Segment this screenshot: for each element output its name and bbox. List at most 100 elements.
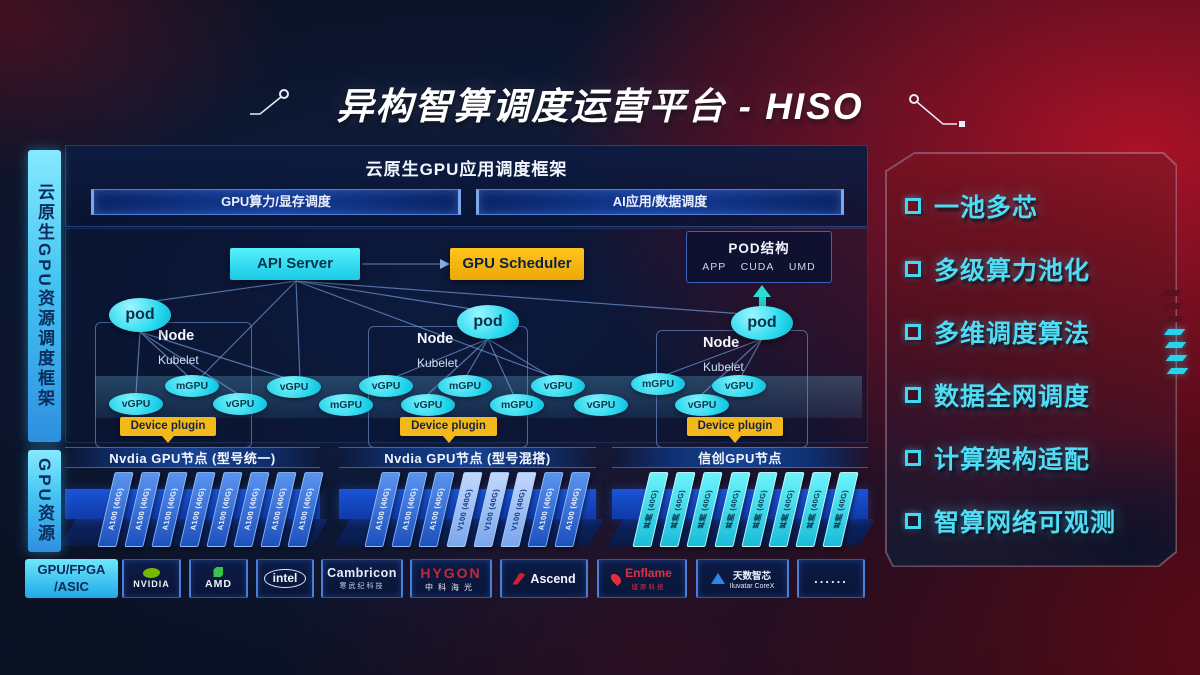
kubelet-label: Kubelet bbox=[158, 353, 199, 367]
vendor-tile-cambricon: Cambricon 寒武纪科技 bbox=[321, 559, 403, 598]
vendor-name: AMD bbox=[205, 578, 232, 590]
hash-decoration-icon bbox=[1164, 342, 1187, 348]
vendor-subname: 寒武纪科技 bbox=[339, 583, 385, 590]
feature-panel-background bbox=[886, 153, 1176, 566]
panel-header: 云原生GPU应用调度框架 bbox=[365, 160, 568, 179]
vendor-name: Enflame bbox=[625, 566, 672, 580]
api-server-box: API Server bbox=[230, 248, 360, 280]
enflame-logo-icon bbox=[609, 571, 624, 586]
feature-list: 一池多芯 多级算力池化 多维调度算法 数据全网调度 计算架构适配 智算网络可观测 bbox=[905, 188, 1161, 539]
mgpu-ellipse: mGPU bbox=[631, 373, 685, 395]
feature-item: 多维调度算法 bbox=[905, 314, 1161, 350]
feature-label: 一池多芯 bbox=[934, 194, 1039, 222]
title-right-circuit-icon bbox=[909, 94, 965, 127]
feature-label: 多级算力池化 bbox=[934, 257, 1091, 285]
vendor-tile-enflame: Enflame 燧原科技 bbox=[597, 559, 687, 598]
pod-structure-box: POD结构 APP CUDA UMD bbox=[686, 231, 832, 283]
mgpu-ellipse: mGPU bbox=[438, 375, 492, 397]
hash-decoration-icon bbox=[1163, 329, 1186, 335]
vendor-tile-iluvatar: 天数智芯 Iluvatar CoreX bbox=[696, 559, 789, 598]
vgpu-ellipse: vGPU bbox=[267, 376, 321, 398]
vendor-tile-intel: intel bbox=[256, 559, 314, 598]
vendor-tile-ascend: Ascend bbox=[500, 559, 588, 598]
hardware-category-line1: GPU/FPGA bbox=[37, 562, 106, 578]
gpu-compute-memory-scheduling-bar: GPU算力/显存调度 bbox=[91, 189, 461, 215]
vendor-name: Cambricon bbox=[327, 566, 397, 580]
kubelet-label: Kubelet bbox=[417, 356, 458, 370]
app-scheduling-panel: 云原生GPU应用调度框架 GPU算力/显存调度 AI应用/数据调度 bbox=[65, 145, 868, 227]
gpu-node-bar-nvidia-mixed: Nvdia GPU节点 (型号混搭) bbox=[339, 447, 596, 468]
title-left-circuit-icon bbox=[250, 89, 289, 115]
vgpu-ellipse: vGPU bbox=[359, 375, 413, 397]
hash-decoration-icon bbox=[1165, 355, 1188, 361]
feature-panel: 一池多芯 多级算力池化 多维调度算法 数据全网调度 计算架构适配 智算网络可观测 bbox=[885, 152, 1177, 567]
feature-item: 智算网络可观测 bbox=[905, 503, 1161, 539]
hash-decoration-icon bbox=[1160, 290, 1183, 296]
vendor-tile-hygon: HYGON 中科海光 bbox=[410, 559, 492, 598]
vendor-tile-more: ...... bbox=[797, 559, 865, 598]
hash-decoration-icon bbox=[1166, 368, 1189, 374]
square-bullet-icon bbox=[905, 261, 921, 277]
vgpu-ellipse: vGPU bbox=[401, 394, 455, 416]
vgpu-ellipse: vGPU bbox=[574, 394, 628, 416]
rail-cloud-native-gpu-framework: 云原生GPU资源调度框架 bbox=[28, 150, 61, 442]
pod-layer-cuda: CUDA bbox=[740, 261, 775, 273]
pod-ellipse-2: pod bbox=[457, 305, 519, 339]
page-title: 异构智算调度运营平台 - HISO bbox=[336, 86, 864, 127]
square-bullet-icon bbox=[905, 450, 921, 466]
vendor-name: Ascend bbox=[530, 571, 576, 586]
feature-label: 计算架构适配 bbox=[934, 446, 1091, 474]
rail-gpu-resources: GPU资源 bbox=[28, 450, 61, 552]
pod-ellipse-1: pod bbox=[109, 298, 171, 332]
vgpu-ellipse: vGPU bbox=[712, 375, 766, 397]
vgpu-ellipse: vGPU bbox=[531, 375, 585, 397]
feature-item: 计算架构适配 bbox=[905, 440, 1161, 476]
vgpu-ellipse: vGPU bbox=[675, 394, 729, 416]
rail-label: GPU资源 bbox=[35, 458, 54, 544]
iluvatar-logo-icon bbox=[710, 573, 725, 584]
vendor-name: HYGON bbox=[420, 564, 482, 581]
hardware-category-box: GPU/FPGA /ASIC bbox=[25, 559, 118, 598]
mgpu-ellipse: mGPU bbox=[165, 375, 219, 397]
device-plugin-box-1: Device plugin bbox=[120, 417, 216, 443]
mgpu-ellipse: mGPU bbox=[319, 394, 373, 416]
feature-label: 多维调度算法 bbox=[934, 320, 1091, 348]
device-plugin-box-2: Device plugin bbox=[400, 417, 497, 443]
pod-structure-title: POD结构 bbox=[728, 241, 790, 256]
square-bullet-icon bbox=[905, 387, 921, 403]
feature-label: 数据全网调度 bbox=[934, 383, 1091, 411]
square-bullet-icon bbox=[905, 324, 921, 340]
vgpu-ellipse: vGPU bbox=[109, 393, 163, 415]
gpu-node-bar-xinchuang: 信创GPU节点 bbox=[612, 447, 868, 468]
ascend-logo-icon bbox=[512, 572, 526, 585]
node-label: Node bbox=[703, 335, 740, 351]
device-plugin-box-3: Device plugin bbox=[687, 417, 783, 443]
vendor-subname: Iluvatar CoreX bbox=[729, 582, 775, 590]
hardware-category-line2: /ASIC bbox=[54, 578, 89, 594]
vendor-tile-amd: AMD bbox=[189, 559, 248, 598]
vendor-tile-nvidia: NVIDIA bbox=[122, 559, 181, 598]
feature-item: 数据全网调度 bbox=[905, 377, 1161, 413]
node-label: Node bbox=[158, 328, 195, 344]
kubelet-label: Kubelet bbox=[703, 360, 744, 374]
amd-logo-icon bbox=[213, 567, 224, 577]
vendor-subname: 中科海光 bbox=[425, 582, 477, 592]
square-bullet-icon bbox=[905, 198, 921, 214]
pod-layer-umd: UMD bbox=[788, 261, 816, 273]
feature-label: 智算网络可观测 bbox=[934, 509, 1117, 537]
more-vendors-dots: ...... bbox=[814, 571, 848, 586]
pod-layer-app: APP bbox=[702, 261, 727, 273]
feature-item: 一池多芯 bbox=[905, 188, 1161, 224]
pod-ellipse-3: pod bbox=[731, 306, 793, 340]
rail-label: 云原生GPU资源调度框架 bbox=[35, 183, 54, 409]
vendor-name: NVIDIA bbox=[133, 579, 170, 589]
mgpu-ellipse: mGPU bbox=[490, 394, 544, 416]
node-label: Node bbox=[417, 331, 454, 347]
nvidia-logo-icon bbox=[142, 568, 160, 578]
square-bullet-icon bbox=[905, 513, 921, 529]
hash-decoration-icon bbox=[1162, 316, 1185, 322]
hash-decoration-icon bbox=[1161, 303, 1184, 309]
ai-app-data-scheduling-bar: AI应用/数据调度 bbox=[476, 189, 844, 215]
vendor-name: 天数智芯 bbox=[732, 570, 771, 582]
